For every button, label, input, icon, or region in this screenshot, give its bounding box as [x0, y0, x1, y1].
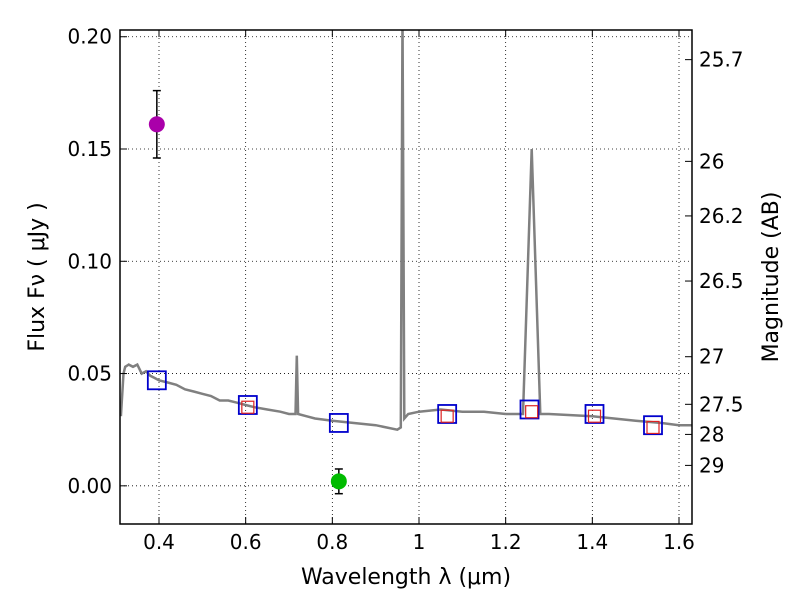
right-tick-label: 29 [699, 453, 724, 477]
model-photometry-marker [146, 370, 167, 391]
detection-point [148, 116, 165, 133]
y-tick-label: 0.00 [67, 474, 112, 498]
right-axis-label: Magnitude (AB) [759, 192, 784, 363]
observed-photometry-marker [440, 409, 454, 423]
model-photometry-marker [584, 404, 605, 424]
model-photometry-marker [237, 395, 258, 415]
observed-photometry-marker [587, 409, 602, 423]
right-tick-label: 26 [699, 149, 724, 173]
x-tick-label: 0.8 [316, 530, 348, 554]
x-tick-label: 1.6 [663, 530, 695, 554]
right-tick-label: 25.7 [699, 48, 744, 72]
grid [120, 30, 692, 524]
model-photometry-marker [328, 413, 349, 433]
right-tick-label: 27 [699, 345, 724, 369]
plot-frame [119, 29, 693, 525]
y-tick-label: 0.05 [67, 362, 112, 386]
right-tick-label: 26.5 [699, 269, 744, 293]
x-tick-label: 1.4 [576, 530, 608, 554]
y-tick-label: 0.15 [67, 137, 112, 161]
observed-photometry-marker [646, 420, 660, 435]
photometry-markers [146, 89, 663, 495]
y-axis-label: Flux Fν ( μJy ) [25, 202, 50, 351]
model-photometry-marker [643, 415, 663, 436]
model-photometry-marker [437, 404, 458, 424]
axis-ticks: 0.4 0.6 0.8 1 1.2 1.4 1.6 0.00 0.05 0.10 0.15 0.20 2… [67, 25, 743, 554]
sed-template-line [120, 30, 692, 432]
sed-template-path [120, 30, 692, 432]
observed-photometry-marker [241, 400, 255, 414]
x-tick-label: 0.4 [143, 530, 175, 554]
right-tick-label: 27.5 [699, 392, 744, 416]
model-photometry-marker [519, 399, 540, 420]
x-tick-label: 0.6 [230, 530, 262, 554]
x-axis-label: Wavelength λ (μm) [301, 565, 511, 590]
y-tick-label: 0.20 [67, 25, 112, 49]
x-tick-label: 1 [413, 530, 426, 554]
nondetection-point [330, 473, 347, 490]
right-tick-label: 28 [699, 422, 724, 446]
y-tick-label: 0.10 [67, 249, 112, 273]
x-tick-label: 1.2 [490, 530, 522, 554]
right-tick-label: 26.2 [699, 204, 744, 228]
observed-photometry-marker [525, 405, 539, 419]
